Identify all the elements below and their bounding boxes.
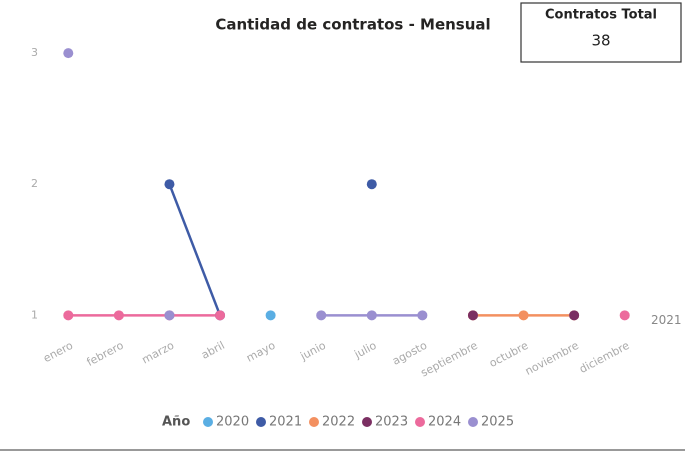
chart-title: Cantidad de contratos - Mensual: [215, 16, 490, 34]
legend-swatch: [362, 417, 372, 427]
data-point: [467, 310, 478, 321]
data-point: [113, 310, 124, 321]
data-point: [63, 310, 74, 321]
data-point: [366, 179, 377, 190]
x-tick-label: marzo: [140, 339, 177, 367]
legend-label: 2022: [322, 415, 355, 430]
data-point: [619, 310, 630, 321]
x-tick-label: abril: [199, 339, 227, 362]
legend-swatch: [415, 417, 425, 427]
data-point: [569, 310, 580, 321]
x-tick-label: diciembre: [577, 339, 632, 376]
x-tick-label: febrero: [85, 339, 126, 369]
data-point: [265, 310, 276, 321]
legend-label: 2021: [269, 415, 302, 430]
x-tick-label: noviembre: [523, 339, 581, 378]
end-label: 2021: [651, 313, 682, 327]
legend-label: 2020: [216, 415, 249, 430]
data-point: [164, 310, 175, 321]
legend-label: 2024: [428, 415, 461, 430]
y-tick-label: 3: [31, 46, 38, 59]
data-point: [316, 310, 327, 321]
legend-title: Año: [162, 415, 190, 430]
x-tick-label: julio: [351, 339, 378, 362]
data-point: [518, 310, 529, 321]
data-point: [366, 310, 377, 321]
legend-label: 2025: [481, 415, 514, 430]
data-point: [164, 179, 175, 190]
card: [520, 2, 682, 63]
x-tick-label: enero: [41, 339, 75, 365]
card-title: Contratos Total: [545, 8, 657, 23]
data-point: [417, 310, 428, 321]
x-tick-label: septiembre: [419, 339, 480, 380]
data-point: [215, 310, 226, 321]
y-tick-label: 2: [31, 177, 38, 190]
series-line: [169, 184, 371, 315]
y-tick-label: 1: [31, 308, 38, 321]
data-point: [63, 48, 74, 59]
legend-swatch: [256, 417, 266, 427]
legend-label: 2023: [375, 415, 408, 430]
x-tick-label: junio: [297, 339, 328, 364]
x-tick-label: mayo: [244, 339, 277, 365]
legend-swatch: [309, 417, 319, 427]
legend-swatch: [203, 417, 213, 427]
legend-swatch: [468, 417, 478, 427]
card-value: 38: [591, 32, 610, 50]
x-tick-label: agosto: [390, 339, 429, 368]
